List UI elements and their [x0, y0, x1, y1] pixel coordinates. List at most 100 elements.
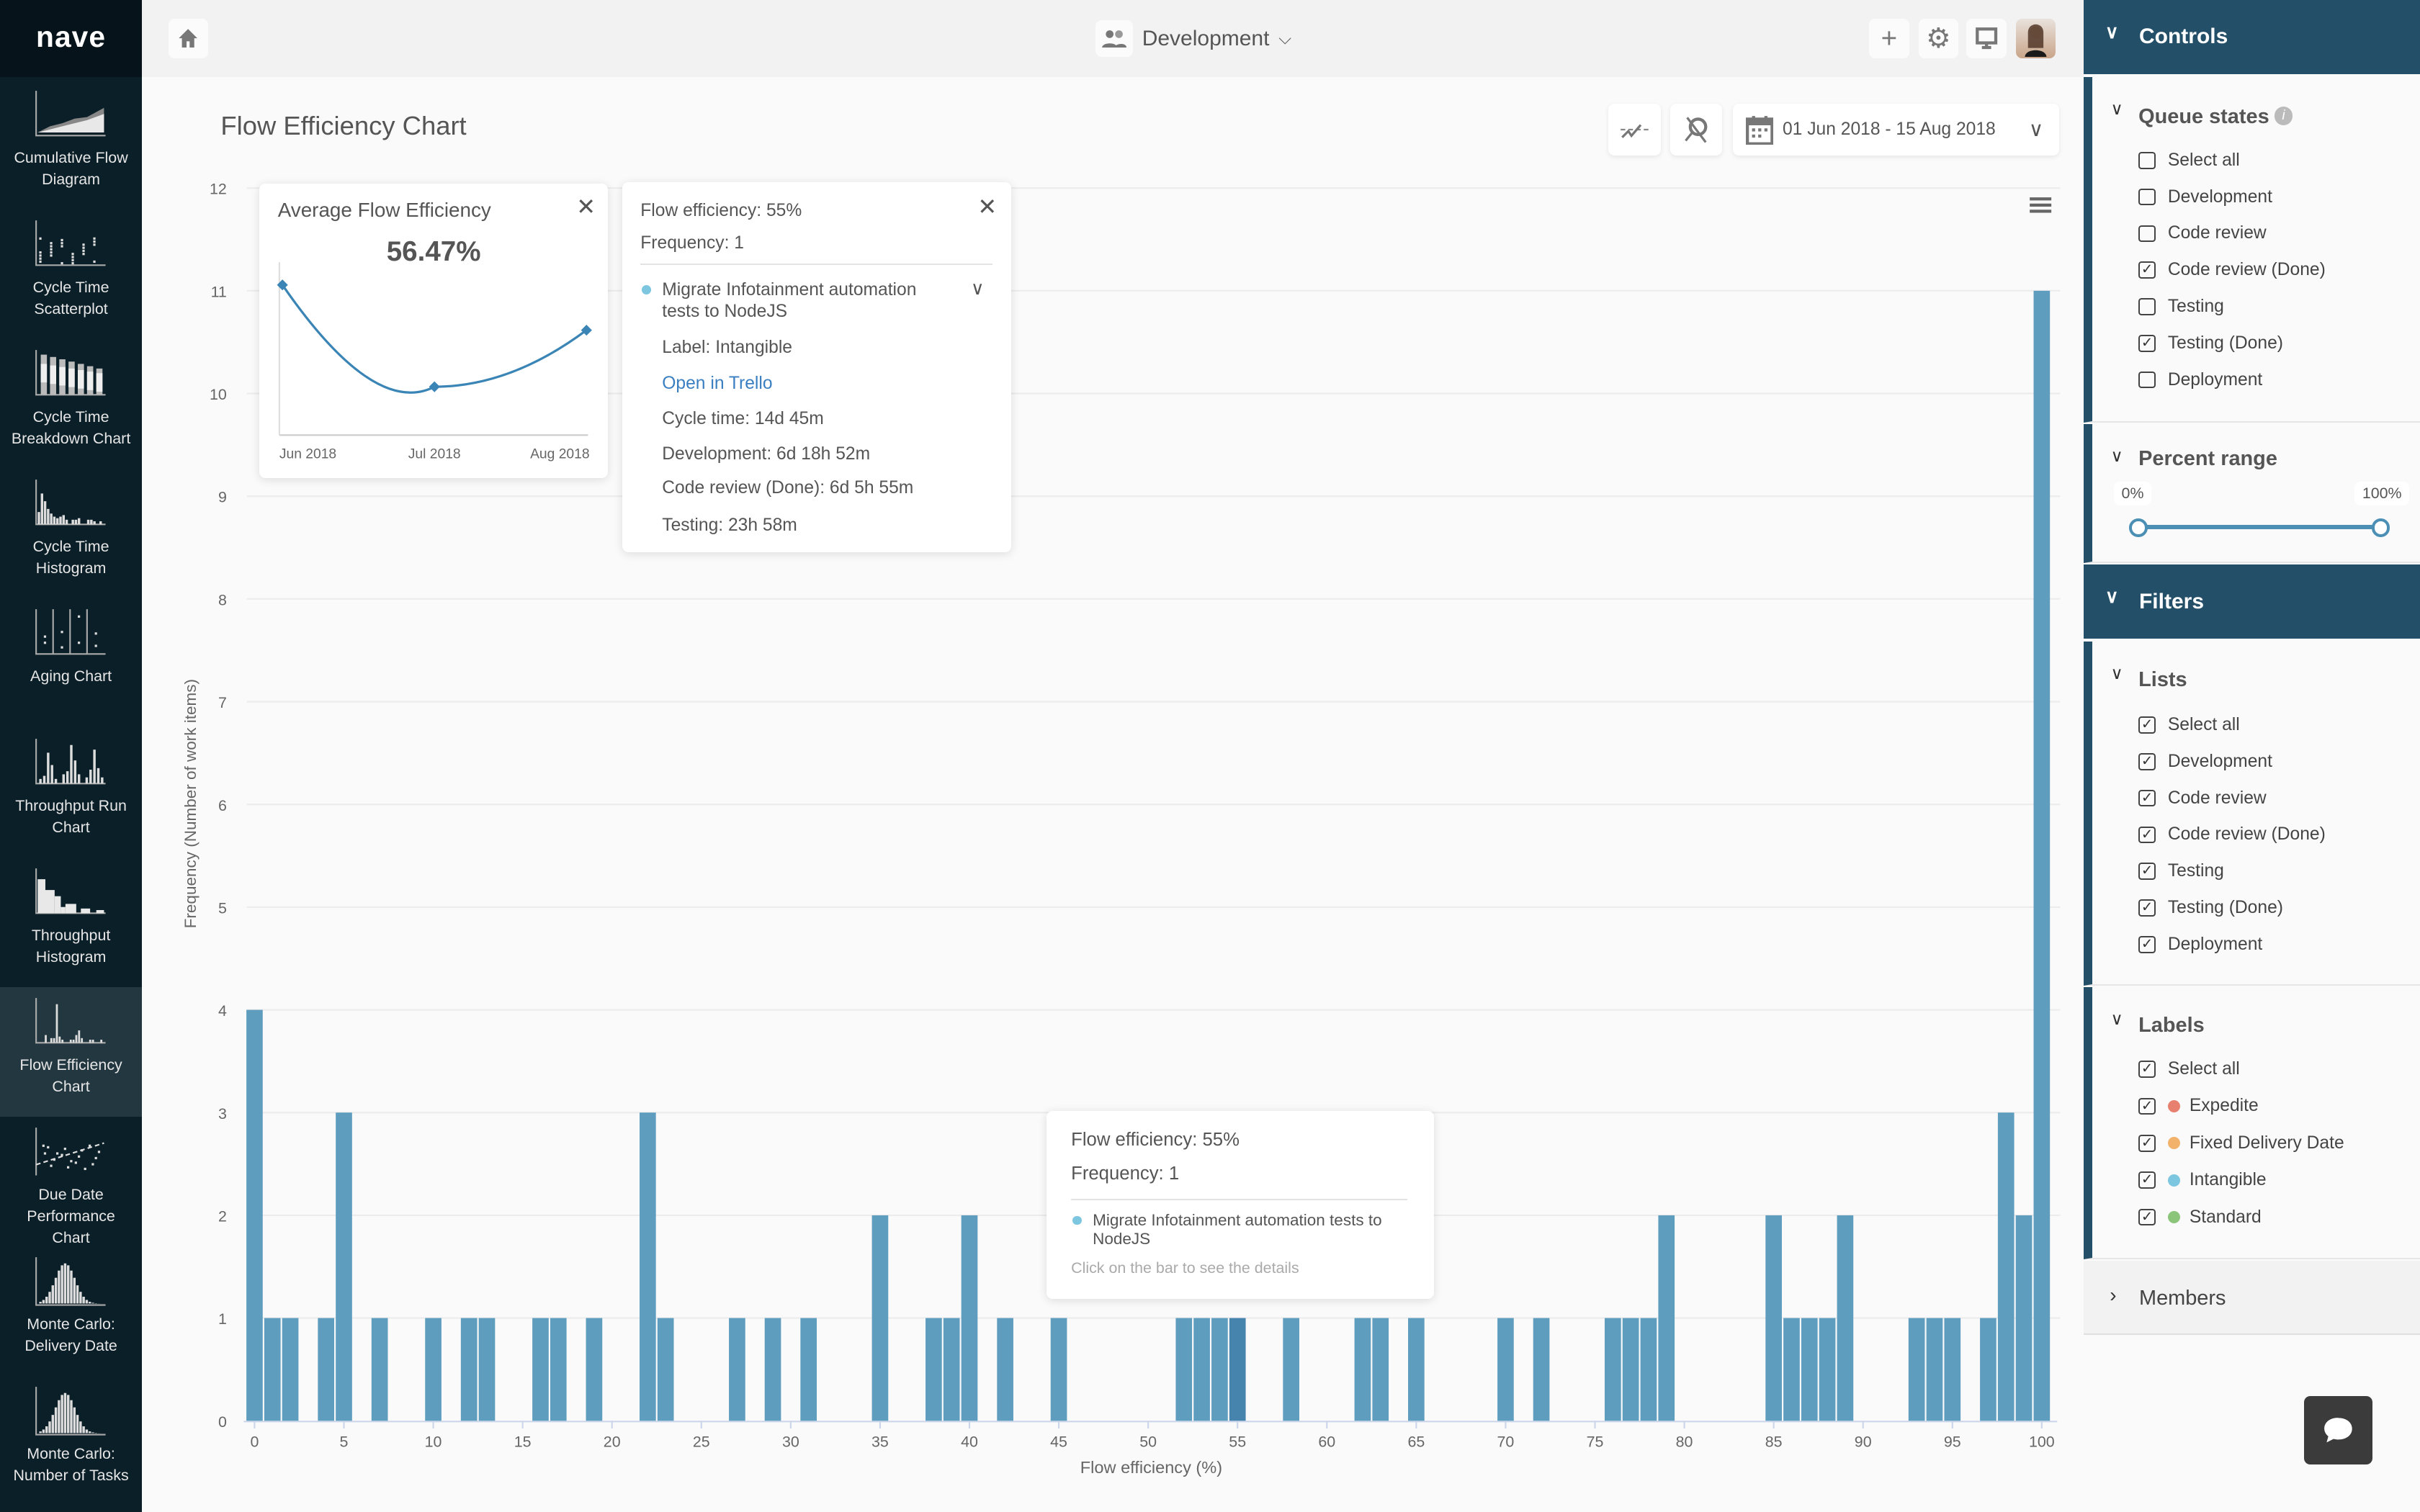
histogram-bar[interactable] [1783, 1318, 1800, 1421]
histogram-bar[interactable] [318, 1318, 335, 1421]
nav-item-3[interactable]: Cycle Time Histogram [0, 469, 142, 598]
settings-button[interactable]: ⚙ [1918, 18, 1959, 59]
histogram-bar[interactable] [1980, 1318, 1996, 1421]
info-icon[interactable]: i [2274, 106, 2293, 125]
checkbox-standard[interactable]: ✓ Standard [2138, 1205, 2262, 1230]
histogram-bar[interactable] [1658, 1215, 1675, 1421]
histogram-bar[interactable] [640, 1112, 656, 1421]
histogram-bar[interactable] [1050, 1318, 1067, 1421]
checkbox-expedite[interactable]: ✓ Expedite [2138, 1094, 2259, 1118]
histogram-bar[interactable] [246, 1009, 263, 1421]
histogram-bar[interactable] [1354, 1318, 1371, 1421]
histogram-bar[interactable] [1175, 1318, 1193, 1421]
date-range-picker[interactable]: 01 Jun 2018 - 15 Aug 2018 ∨ [1733, 103, 2059, 156]
histogram-bar[interactable] [1908, 1318, 1925, 1421]
presentation-button[interactable] [1966, 18, 2007, 59]
checkbox-intangible[interactable]: ✓ Intangible [2138, 1168, 2267, 1192]
trend-toggle-button[interactable] [1608, 103, 1661, 156]
histogram-bar[interactable] [1837, 1215, 1854, 1421]
histogram-bar[interactable] [871, 1215, 889, 1421]
histogram-bar[interactable] [1765, 1215, 1783, 1421]
histogram-bar[interactable] [1372, 1318, 1389, 1421]
histogram-bar[interactable] [461, 1318, 478, 1421]
checkbox-select-all[interactable]: Select all [2138, 148, 2240, 173]
histogram-bar[interactable] [425, 1318, 442, 1421]
checkbox-select-all[interactable]: ✓ Select all [2138, 1057, 2240, 1081]
chevron-down-icon[interactable]: ∨ [2110, 1009, 2123, 1029]
nave-logo[interactable]: nave [0, 0, 143, 78]
members-section[interactable]: › Members [2083, 1260, 2420, 1335]
chevron-down-icon[interactable]: ∨ [2110, 99, 2123, 119]
nav-item-4[interactable]: Aging Chart [0, 598, 142, 728]
nav-item-5[interactable]: Throughput Run Chart [0, 728, 142, 858]
close-icon[interactable]: ✕ [576, 193, 596, 220]
checkbox-deployment[interactable]: ✓ Deployment [2138, 932, 2262, 957]
filters-header[interactable]: ∨ Filters [2083, 564, 2420, 639]
nav-item-2[interactable]: Cycle Time Breakdown Chart [0, 339, 142, 469]
histogram-bar[interactable] [1229, 1318, 1246, 1421]
checkbox-testing-done-[interactable]: ✓ Testing (Done) [2138, 896, 2283, 920]
checkbox-testing[interactable]: Testing [2138, 294, 2224, 319]
checkbox-fixed-delivery-date[interactable]: ✓ Fixed Delivery Date [2138, 1131, 2344, 1156]
range-slider-track[interactable] [2138, 524, 2383, 529]
chat-button[interactable] [2304, 1396, 2372, 1464]
chevron-down-icon[interactable]: ∨ [970, 278, 985, 299]
home-button[interactable] [168, 18, 209, 59]
histogram-bar[interactable] [2033, 291, 2051, 1421]
histogram-bar[interactable] [1605, 1318, 1621, 1421]
chart-menu-button[interactable] [2028, 193, 2053, 221]
project-selector[interactable]: Development ⌵ [1095, 19, 1291, 58]
open-in-trello-link[interactable]: Open in Trello [662, 373, 773, 393]
chevron-down-icon[interactable]: ∨ [2110, 446, 2123, 466]
checkbox-deployment[interactable]: Deployment [2138, 367, 2262, 392]
checkbox-testing-done-[interactable]: ✓ Testing (Done) [2138, 331, 2283, 356]
checkbox-select-all[interactable]: ✓ Select all [2138, 713, 2240, 737]
checkbox-code-review-done-[interactable]: ✓ Code review (Done) [2138, 258, 2326, 282]
range-max-handle[interactable] [2371, 518, 2390, 537]
histogram-bar[interactable] [532, 1318, 549, 1421]
chevron-down-icon[interactable]: ∨ [2110, 664, 2123, 683]
histogram-bar[interactable] [1408, 1318, 1425, 1421]
nav-item-6[interactable]: Throughput Histogram [0, 858, 142, 987]
user-avatar[interactable] [2015, 18, 2056, 59]
nav-item-1[interactable]: Cycle Time Scatterplot [0, 210, 142, 339]
histogram-bar[interactable] [657, 1318, 674, 1421]
histogram-bar[interactable] [1533, 1318, 1550, 1421]
checkbox-code-review-done-[interactable]: ✓ Code review (Done) [2138, 822, 2326, 847]
close-icon[interactable]: ✕ [977, 193, 998, 220]
histogram-bar[interactable] [1640, 1318, 1657, 1421]
nav-item-9[interactable]: Monte Carlo: Delivery Date [0, 1246, 142, 1376]
checkbox-development[interactable]: ✓ Development [2138, 750, 2272, 774]
histogram-bar[interactable] [1926, 1318, 1943, 1421]
nav-item-0[interactable]: Cumulative Flow Diagram [0, 80, 142, 210]
histogram-bar[interactable] [1998, 1112, 2015, 1421]
nav-item-8[interactable]: Due Date Performance Chart [0, 1117, 142, 1249]
histogram-bar[interactable] [926, 1318, 942, 1421]
checkbox-code-review[interactable]: Code review [2138, 221, 2267, 246]
checkbox-testing[interactable]: ✓ Testing [2138, 859, 2224, 883]
histogram-bar[interactable] [1193, 1318, 1211, 1421]
histogram-bar[interactable] [478, 1318, 496, 1421]
histogram-bar[interactable] [961, 1215, 978, 1421]
add-button[interactable]: + [1868, 18, 1909, 59]
histogram-bar[interactable] [586, 1318, 603, 1421]
histogram-bar[interactable] [764, 1318, 781, 1421]
histogram-bar[interactable] [1944, 1318, 1961, 1421]
histogram-bar[interactable] [1497, 1318, 1514, 1421]
histogram-bar[interactable] [336, 1112, 352, 1421]
histogram-bar[interactable] [800, 1318, 817, 1421]
controls-header[interactable]: ∨ Controls [2083, 0, 2420, 74]
histogram-bar[interactable] [1622, 1318, 1639, 1421]
histogram-bar[interactable] [282, 1318, 299, 1421]
histogram-bar[interactable] [943, 1318, 960, 1421]
histogram-bar[interactable] [2015, 1215, 2033, 1421]
nav-item-7[interactable]: Flow Efficiency Chart [0, 987, 143, 1117]
zoom-reset-button[interactable] [1670, 103, 1723, 156]
nav-item-10[interactable]: Monte Carlo: Number of Tasks [0, 1376, 142, 1506]
histogram-bar[interactable] [264, 1318, 281, 1421]
histogram-bar[interactable] [550, 1318, 567, 1421]
histogram-bar[interactable] [1801, 1318, 1818, 1421]
histogram-bar[interactable] [729, 1318, 745, 1421]
histogram-bar[interactable] [1211, 1318, 1228, 1421]
